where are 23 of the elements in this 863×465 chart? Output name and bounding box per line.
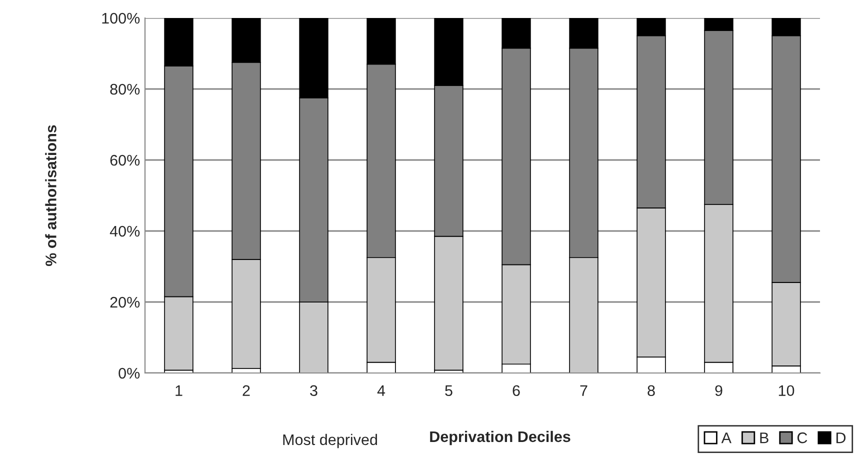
x-tick-label: 4: [377, 385, 386, 396]
legend-label: C: [797, 432, 808, 444]
legend-label: B: [760, 432, 768, 444]
x-tick-label: 2: [242, 385, 250, 396]
y-tick-label: 60%: [110, 154, 140, 166]
x-tick-label: 10: [778, 385, 794, 396]
text: Most deprived: [283, 434, 377, 448]
x-tick-label: 5: [445, 385, 452, 396]
x-tick-label: 7: [580, 385, 588, 396]
y-axis-title: % of authorisations: [45, 125, 56, 266]
x-tick-label: 6: [512, 385, 520, 396]
y-tick-label: 100%: [102, 12, 140, 24]
y-tick-label: 80%: [110, 84, 140, 95]
y-tick-label: 40%: [110, 226, 140, 237]
y-tick-label: 0%: [118, 368, 140, 379]
legend-label: D: [836, 432, 846, 444]
legend-label: A: [721, 432, 732, 444]
x-tick-label: 8: [648, 385, 655, 396]
x-tick-label: 3: [310, 385, 318, 396]
x-tick-label: 9: [715, 385, 722, 396]
y-tick-label: 20%: [110, 296, 140, 308]
x-tick-label: 1: [176, 385, 182, 396]
x-axis-title: Deprivation Deciles: [430, 430, 570, 446]
